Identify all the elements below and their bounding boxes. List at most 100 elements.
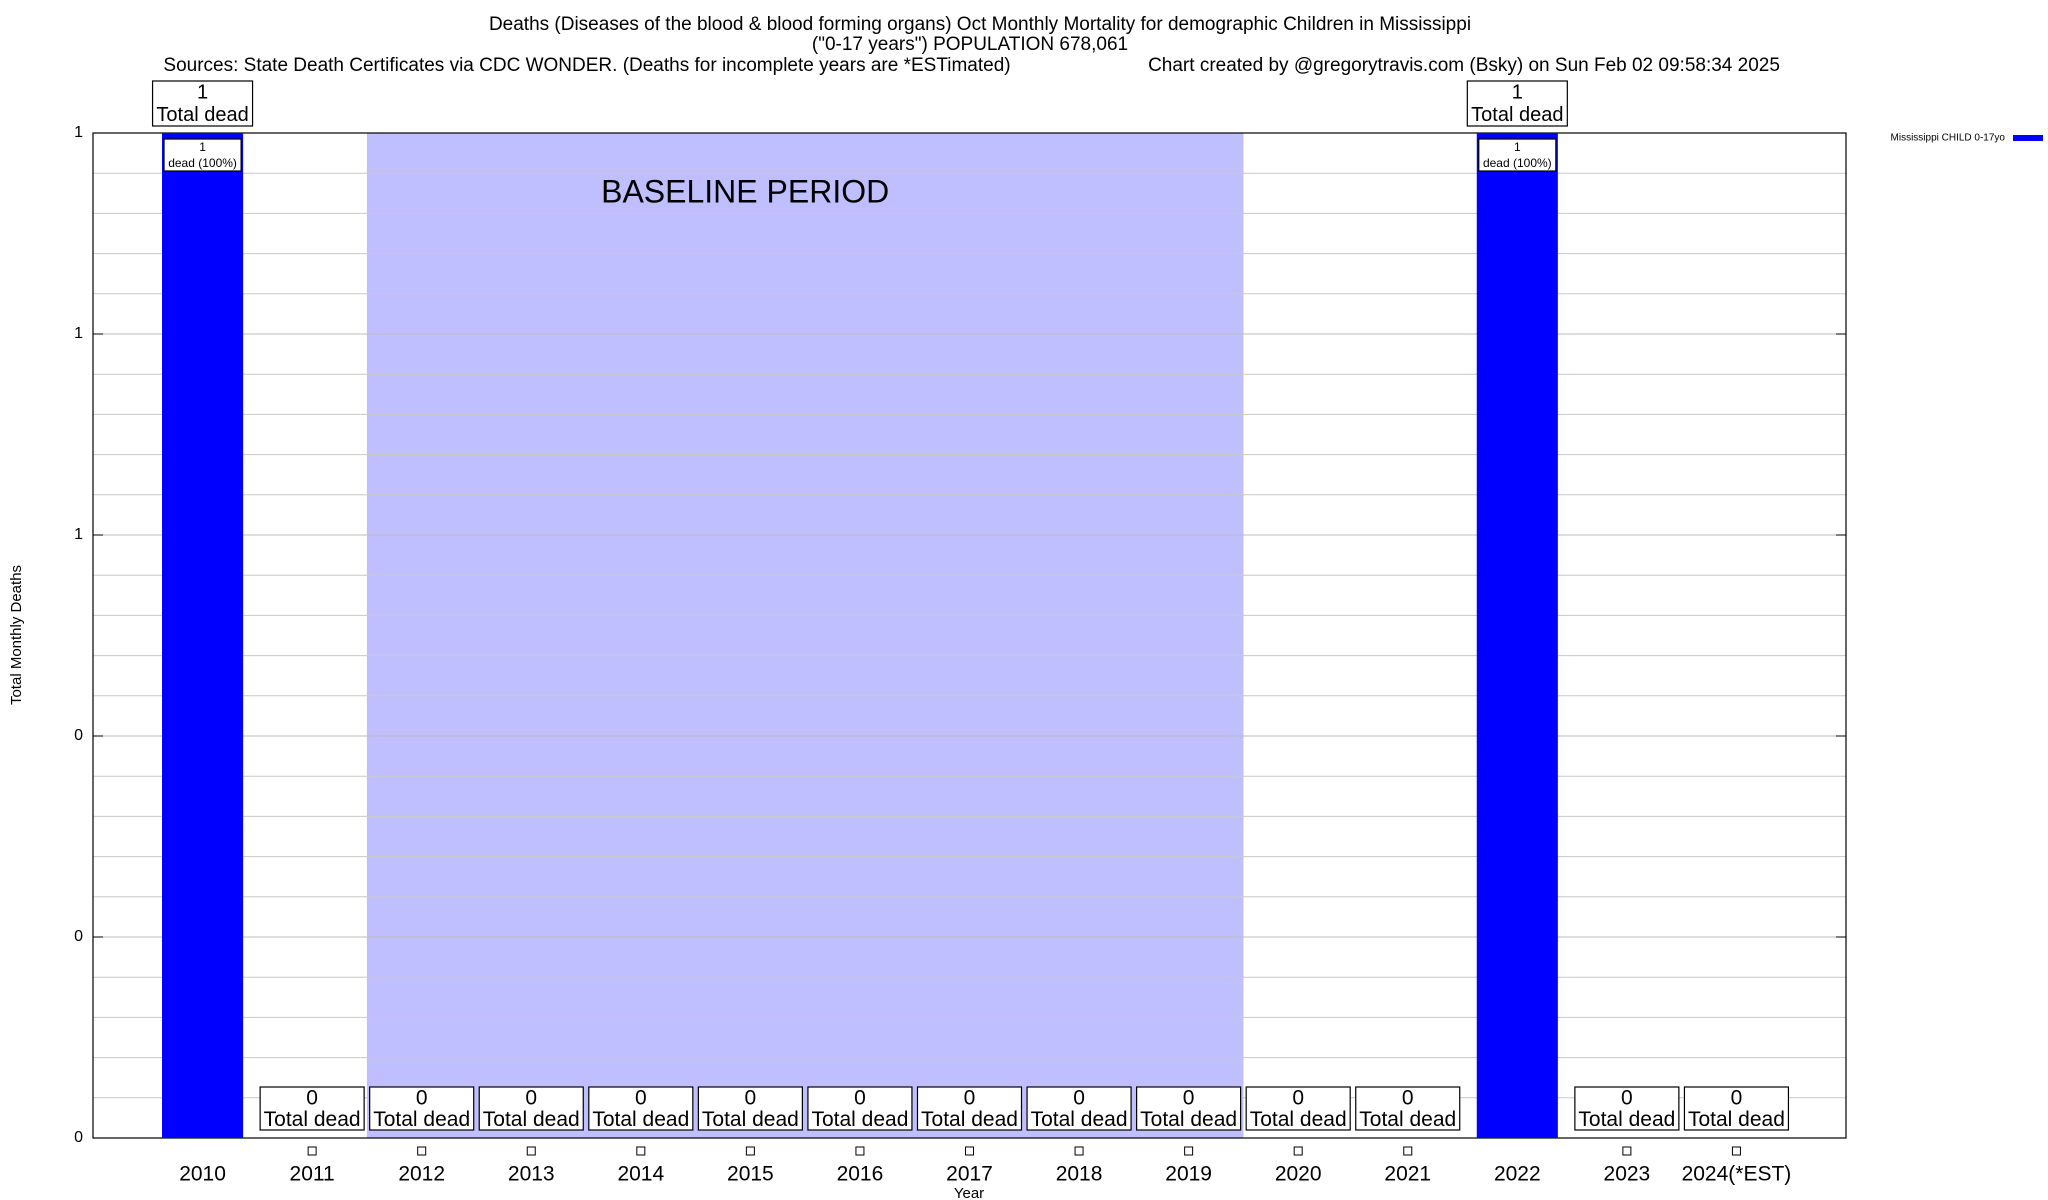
zero-label-box xyxy=(1683,1086,1790,1131)
zero-label-text: Total dead xyxy=(592,1108,689,1131)
zero-label-text: Total dead xyxy=(264,1108,361,1131)
zero-marker xyxy=(965,1146,974,1156)
legend-swatch xyxy=(2013,135,2043,141)
plot-frame xyxy=(92,132,1847,1139)
x-tick-label: 2010 xyxy=(179,1163,226,1186)
inner-label-text: dead (100%) xyxy=(1483,156,1552,170)
zero-label-box xyxy=(478,1086,584,1131)
sources: Sources: State Death Certificates via CD… xyxy=(163,55,1010,76)
bar xyxy=(162,133,244,1138)
zero-marker xyxy=(636,1146,646,1156)
zero-label-text: Total dead xyxy=(373,1108,470,1131)
y-axis-label: Total Monthly Deaths xyxy=(8,565,25,705)
zero-label-text: 0 xyxy=(635,1086,647,1109)
x-tick-label: 2016 xyxy=(837,1163,884,1186)
x-tick-label: 2015 xyxy=(727,1163,774,1186)
x-tick-label: 2023 xyxy=(1604,1163,1651,1186)
zero-label-text: Total dead xyxy=(1359,1108,1456,1131)
zero-label-text: Total dead xyxy=(1031,1108,1128,1131)
zero-label-box xyxy=(1136,1086,1242,1131)
chart-title: Deaths (Diseases of the blood & blood fo… xyxy=(489,14,1471,35)
zero-marker xyxy=(417,1146,427,1156)
zero-label-box xyxy=(1574,1086,1680,1131)
zero-label-text: Total dead xyxy=(1140,1108,1237,1131)
zero-label-text: 0 xyxy=(1731,1086,1743,1109)
x-axis-label: Year xyxy=(954,1185,984,1200)
inner-label-box xyxy=(1478,138,1557,172)
x-tick-label: 2020 xyxy=(1275,1163,1322,1186)
x-tick-label: 2012 xyxy=(398,1163,445,1186)
zero-label-text: 0 xyxy=(306,1086,318,1109)
zero-label-text: Total dead xyxy=(1250,1108,1347,1131)
zero-marker xyxy=(307,1146,317,1156)
zero-label-box xyxy=(588,1086,694,1131)
legend-label: Mississippi CHILD 0-17yo xyxy=(1891,133,2006,144)
zero-label-box xyxy=(697,1086,803,1131)
zero-label-box xyxy=(259,1086,365,1131)
zero-label-text: Total dead xyxy=(811,1108,908,1131)
zero-label-text: 0 xyxy=(745,1086,757,1109)
zero-label-text: Total dead xyxy=(1688,1108,1785,1131)
zero-marker xyxy=(526,1146,536,1156)
zero-marker xyxy=(1184,1146,1194,1156)
y-tick-label: 1 xyxy=(74,124,83,141)
x-tick-label: 2014 xyxy=(617,1163,664,1186)
x-tick-label: 2017 xyxy=(946,1163,993,1186)
inner-label-box xyxy=(163,138,242,172)
top-label-text: Total dead xyxy=(156,104,248,126)
y-tick-label: 1 xyxy=(74,526,83,543)
inner-label: 1 dead (100%) xyxy=(1478,138,1557,172)
baseline-region xyxy=(366,133,1244,1138)
top-label-box xyxy=(1466,80,1568,127)
zero-label-box xyxy=(369,1086,475,1131)
top-label-text: 1 xyxy=(197,82,208,104)
zero-label-text: Total dead xyxy=(1578,1108,1675,1131)
zero-marker xyxy=(1403,1146,1413,1156)
zero-label-text: 0 xyxy=(1183,1086,1195,1109)
inner-label-text: 1 xyxy=(199,140,206,154)
x-tick-label: 2021 xyxy=(1384,1163,1431,1186)
x-tick-label: 2022 xyxy=(1494,1163,1541,1186)
zero-label-text: 0 xyxy=(1292,1086,1304,1109)
zero-marker xyxy=(1731,1146,1741,1156)
zero-marker xyxy=(1293,1146,1303,1156)
zero-label-text: 0 xyxy=(1073,1086,1085,1109)
inner-label: 1 dead (100%) xyxy=(163,138,242,172)
x-tick-label: 2019 xyxy=(1165,1163,1212,1186)
x-tick-label: 2024(*EST) xyxy=(1682,1163,1792,1186)
top-label-text: 1 xyxy=(1512,82,1523,104)
y-tick-label: 0 xyxy=(74,1129,83,1146)
zero-label-box xyxy=(1355,1086,1461,1131)
x-tick-label: 2018 xyxy=(1056,1163,1103,1186)
zero-marker xyxy=(1622,1146,1632,1156)
top-label-text: Total dead xyxy=(1471,104,1563,126)
zero-marker xyxy=(1074,1146,1084,1156)
zero-marker xyxy=(855,1146,865,1156)
x-tick-label: 2013 xyxy=(508,1163,555,1186)
zero-label-text: 0 xyxy=(416,1086,428,1109)
y-tick-label: 1 xyxy=(74,325,83,342)
zero-label-box xyxy=(807,1086,913,1131)
y-tick-label: 0 xyxy=(74,928,83,945)
y-tick-label: 0 xyxy=(74,727,83,744)
top-label-box xyxy=(151,80,254,127)
zero-label-text: 0 xyxy=(964,1086,976,1109)
zero-marker xyxy=(745,1146,755,1156)
zero-label-text: 0 xyxy=(854,1086,866,1109)
x-tick-label: 2011 xyxy=(290,1163,335,1186)
zero-label-box xyxy=(916,1086,1023,1131)
